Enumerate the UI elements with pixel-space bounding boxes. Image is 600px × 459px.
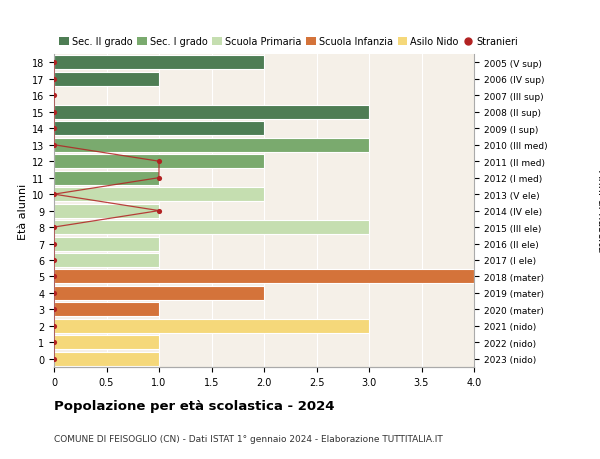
Bar	[54, 56, 264, 70]
Point	[49, 339, 59, 346]
Bar	[54, 221, 369, 235]
Bar	[54, 286, 264, 300]
Text: Popolazione per età scolastica - 2024: Popolazione per età scolastica - 2024	[54, 399, 335, 412]
Bar	[54, 303, 159, 317]
Text: COMUNE DI FEISOGLIO (CN) - Dati ISTAT 1° gennaio 2024 - Elaborazione TUTTITALIA.: COMUNE DI FEISOGLIO (CN) - Dati ISTAT 1°…	[54, 434, 443, 443]
Bar	[54, 204, 159, 218]
Bar	[54, 188, 264, 202]
Point	[49, 191, 59, 198]
Point	[49, 241, 59, 248]
Point	[49, 224, 59, 231]
Point	[49, 92, 59, 100]
Bar	[54, 352, 159, 366]
Bar	[54, 237, 159, 251]
Point	[49, 125, 59, 133]
Y-axis label: Età alunni: Età alunni	[18, 183, 28, 239]
Point	[49, 355, 59, 363]
Point	[49, 290, 59, 297]
Point	[49, 142, 59, 149]
Bar	[54, 253, 159, 268]
Point	[49, 273, 59, 280]
Point	[49, 257, 59, 264]
Point	[49, 76, 59, 84]
Bar	[54, 171, 159, 185]
Point	[49, 109, 59, 116]
Point	[154, 174, 164, 182]
Point	[154, 158, 164, 166]
Bar	[54, 270, 474, 284]
Bar	[54, 106, 369, 119]
Bar	[54, 139, 369, 152]
Y-axis label: Anni di nascita: Anni di nascita	[596, 170, 600, 252]
Bar	[54, 319, 369, 333]
Point	[49, 323, 59, 330]
Point	[49, 306, 59, 313]
Bar	[54, 155, 264, 169]
Bar	[54, 336, 159, 350]
Point	[49, 60, 59, 67]
Bar	[54, 122, 264, 136]
Legend: Sec. II grado, Sec. I grado, Scuola Primaria, Scuola Infanzia, Asilo Nido, Stran: Sec. II grado, Sec. I grado, Scuola Prim…	[59, 37, 518, 47]
Point	[154, 207, 164, 215]
Bar	[54, 73, 159, 87]
